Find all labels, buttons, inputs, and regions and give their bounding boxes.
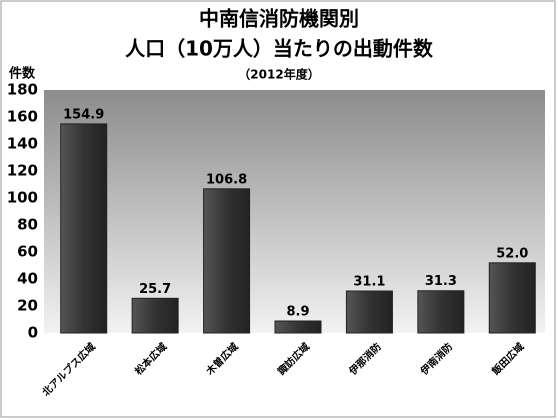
y-tick-label: 100 [7, 189, 38, 207]
bar [417, 290, 465, 334]
y-tick-label: 160 [7, 108, 38, 126]
bar [203, 188, 251, 334]
value-label: 154.9 [63, 107, 104, 122]
y-tick-label: 60 [17, 243, 38, 261]
chart-title: 中南信消防機関別 [199, 7, 359, 31]
value-label: 8.9 [286, 304, 309, 319]
value-label: 25.7 [139, 282, 171, 297]
y-tick-label: 0 [28, 324, 38, 342]
value-label: 106.8 [206, 172, 247, 187]
y-axis-label: 件数 [9, 66, 36, 82]
bar [274, 320, 322, 334]
y-tick-label: 40 [17, 270, 38, 288]
y-tick-label: 20 [17, 297, 38, 315]
value-label: 31.3 [425, 274, 457, 289]
value-label: 31.1 [353, 275, 385, 290]
bar [488, 262, 536, 334]
y-tick-label: 120 [7, 162, 38, 180]
plot-area [44, 90, 545, 333]
chart-title: 人口（10万人）当たりの出動件数 [125, 37, 434, 61]
y-tick-label: 140 [7, 135, 38, 153]
y-tick-label: 80 [17, 216, 38, 234]
value-label: 52.0 [496, 246, 528, 261]
bar [345, 290, 393, 334]
bar [131, 297, 179, 334]
chart-subtitle: （2012年度） [238, 67, 319, 82]
bar [60, 123, 108, 334]
y-tick-label: 180 [7, 81, 38, 99]
